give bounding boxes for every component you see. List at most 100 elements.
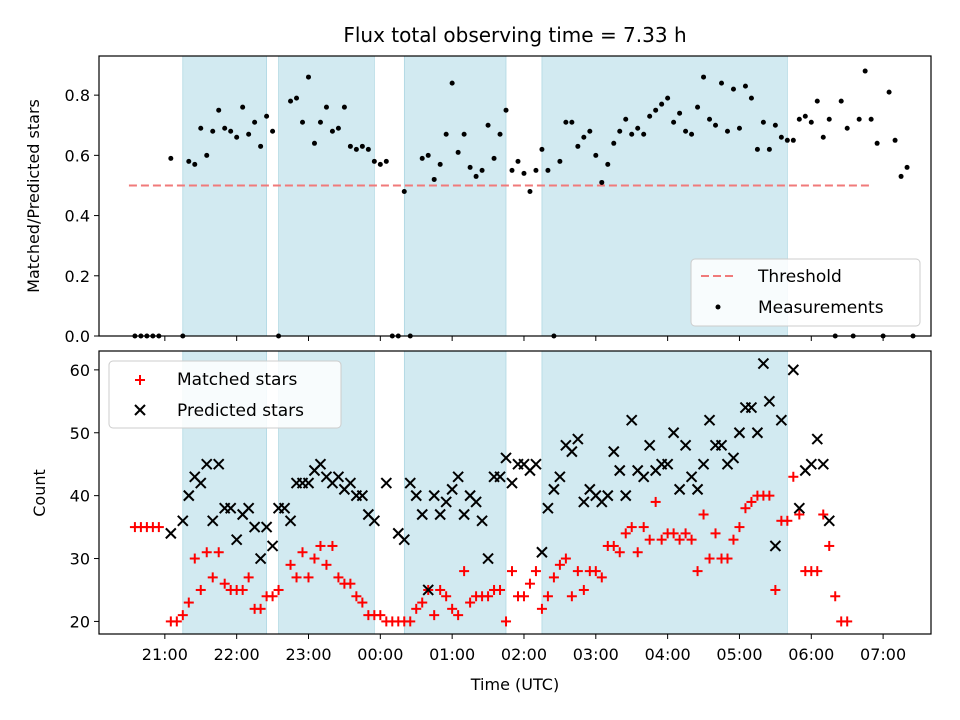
predicted-legend-swatch [134, 404, 146, 416]
measurement-point-30 [329, 128, 335, 134]
measurement-point-25 [300, 119, 306, 125]
measurement-point-19 [258, 143, 264, 149]
measurement-point-82 [647, 113, 653, 119]
matched-star-point-82 [632, 547, 643, 558]
top-shaded-intervals [182, 55, 788, 337]
measurement-point-67 [557, 158, 563, 164]
measurement-point-59 [509, 167, 515, 173]
measurement-point-61 [521, 170, 527, 176]
measurement-point-95 [724, 128, 730, 134]
predicted-star-point-77 [643, 439, 656, 452]
measurement-point-54 [479, 167, 485, 173]
matched-star-point-91 [686, 534, 697, 545]
matched-star-point-31 [327, 540, 338, 551]
measurement-point-86 [671, 119, 677, 125]
predicted-star-point-45 [452, 471, 464, 483]
top-y-tick-label-2: 0.4 [65, 207, 90, 226]
top-shaded-interval-1 [278, 55, 375, 337]
matched-star-point-59 [495, 584, 506, 595]
predicted-legend-label: Predicted stars [177, 401, 304, 421]
measurement-point-8 [192, 161, 198, 167]
measurement-point-50 [455, 149, 461, 155]
matched-star-point-45 [411, 603, 422, 614]
predicted-star-point-76 [637, 471, 650, 483]
x-tick-label-0: 21:00 [142, 645, 188, 664]
predicted-star-point-54 [506, 477, 518, 489]
matched-star-point-70 [560, 553, 571, 564]
matched-star-point-10 [195, 584, 206, 595]
predicted-star-point-99 [775, 414, 788, 426]
predicted-star-point-103 [805, 458, 817, 470]
matched-star-point-36 [357, 597, 368, 608]
matched-star-point-85 [650, 496, 661, 507]
predicted-star-point-64 [566, 445, 578, 458]
matched-star-point-66 [536, 603, 547, 614]
measurement-point-37 [371, 158, 377, 164]
matched-star-point-29 [315, 540, 326, 551]
predicted-star-point-98 [769, 540, 782, 552]
measurement-point-111 [820, 134, 826, 140]
matched-star-point-84 [644, 534, 655, 545]
measurement-point-72 [587, 128, 593, 134]
predicted-star-point-72 [614, 464, 626, 477]
matched-star-point-22 [267, 591, 278, 602]
matched-star-point-94 [704, 553, 715, 564]
predicted-star-point-10 [230, 533, 243, 546]
measurement-point-26 [305, 74, 311, 80]
predicted-star-point-52 [494, 471, 506, 483]
measurement-point-10 [204, 152, 210, 158]
predicted-star-point-101 [793, 502, 806, 514]
predicted-star-point-24 [314, 458, 327, 470]
predicted-star-point-29 [344, 477, 357, 489]
measurement-point-105 [784, 137, 790, 143]
top-y-tick-label-4: 0.8 [65, 86, 90, 105]
predicted-star-point-80 [661, 458, 674, 470]
measurement-point-123 [892, 137, 898, 143]
matched-star-point-48 [429, 610, 440, 621]
matched-star-point-64 [524, 578, 535, 589]
matched-star-point-17 [237, 584, 248, 595]
predicted-star-point-74 [626, 414, 638, 426]
measurement-point-124 [898, 173, 904, 179]
measurement-point-36 [365, 146, 371, 152]
predicted-star-point-94 [745, 401, 758, 414]
matched-star-point-20 [255, 603, 266, 614]
measurement-point-115 [844, 125, 850, 131]
measurement-point-56 [491, 155, 497, 161]
measurement-point-107 [796, 116, 802, 122]
matched-star-point-67 [542, 591, 553, 602]
bottom-plot-frame [98, 350, 932, 635]
measurement-point-94 [719, 80, 725, 86]
measurement-point-103 [772, 122, 778, 128]
measurement-point-102 [766, 146, 772, 152]
matched-star-point-99 [734, 522, 745, 533]
measurement-point-5 [168, 155, 174, 161]
measurement-point-96 [730, 86, 736, 92]
top-legend: Threshold Measurements [690, 258, 921, 327]
matched-star-point-28 [309, 553, 320, 564]
measurements-legend-swatch [715, 304, 721, 310]
measurement-point-34 [353, 146, 359, 152]
matched-star-point-86 [656, 534, 667, 545]
matched-star-point-68 [548, 572, 559, 583]
measurement-point-76 [611, 140, 617, 146]
top-shaded-interval-2 [403, 55, 507, 337]
measurement-point-33 [347, 143, 353, 149]
predicted-star-point-18 [278, 502, 291, 514]
measurement-point-31 [335, 125, 341, 131]
predicted-star-point-81 [667, 427, 680, 439]
measurement-point-9 [198, 125, 204, 131]
matched-star-point-18 [243, 572, 254, 583]
predicted-star-point-9 [224, 502, 237, 514]
matched-star-point-26 [297, 547, 308, 558]
predicted-star-point-36 [398, 533, 410, 546]
matched-star-point-53 [459, 566, 470, 577]
measurement-point-63 [533, 167, 539, 173]
predicted-star-point-42 [434, 508, 446, 521]
matched-star-point-83 [638, 522, 649, 533]
matched-star-point-8 [183, 597, 194, 608]
x-tick-label-5: 02:00 [501, 645, 547, 664]
measurement-point-23 [288, 98, 294, 104]
matched-star-point-60 [501, 616, 512, 627]
